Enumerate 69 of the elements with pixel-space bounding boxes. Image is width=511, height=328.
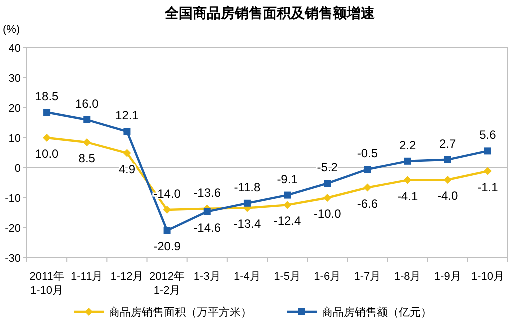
y-tick-label: 0 bbox=[14, 163, 21, 175]
x-tick-label: 1-10月 bbox=[471, 271, 504, 283]
x-tick-label: 1-5月 bbox=[274, 271, 301, 283]
data-label: -9.1 bbox=[277, 172, 298, 186]
data-label: -11.8 bbox=[234, 180, 262, 194]
point bbox=[284, 201, 292, 210]
point bbox=[244, 200, 251, 207]
point bbox=[164, 227, 171, 234]
x-tick-label: 1-3月 bbox=[194, 271, 221, 283]
data-label: 18.5 bbox=[35, 90, 60, 104]
point bbox=[364, 184, 372, 192]
point bbox=[123, 149, 132, 158]
legend-label: 商品房销售额（亿元） bbox=[322, 306, 432, 319]
data-label: -14.6 bbox=[194, 220, 222, 235]
point bbox=[404, 158, 412, 165]
y-tick-label: 30 bbox=[8, 73, 21, 85]
y-tick-label: 40 bbox=[8, 43, 21, 55]
point bbox=[284, 192, 292, 199]
data-label: -10.0 bbox=[314, 207, 342, 221]
point bbox=[124, 128, 131, 136]
point bbox=[324, 180, 332, 188]
y-tick-label: 20 bbox=[8, 103, 21, 115]
point bbox=[84, 116, 91, 124]
x-tick-label: 1-11月 bbox=[71, 271, 104, 283]
x-tick-label: 1-9月 bbox=[434, 271, 462, 283]
y-axis-title: (%) bbox=[3, 24, 20, 36]
data-label: -13.6 bbox=[194, 186, 222, 200]
x-tick-label: 1-8月 bbox=[394, 271, 422, 283]
data-label: -13.4 bbox=[234, 217, 262, 232]
point bbox=[444, 156, 452, 164]
point bbox=[163, 206, 172, 214]
point bbox=[484, 148, 492, 155]
point bbox=[404, 176, 412, 184]
data-label: -1.1 bbox=[478, 180, 499, 194]
data-label: -5.2 bbox=[317, 160, 338, 175]
data-label: 2.2 bbox=[399, 138, 416, 152]
y-tick-label: -30 bbox=[5, 253, 21, 265]
point bbox=[324, 194, 332, 202]
data-label: -20.9 bbox=[154, 240, 182, 254]
y-tick-label: -10 bbox=[5, 193, 21, 205]
legend-label: 商品房销售面积（万平方米） bbox=[109, 306, 252, 319]
data-label: 12.1 bbox=[116, 108, 140, 123]
x-tick-label: 1-12月 bbox=[110, 271, 144, 283]
chart-title: 全国商品房销售面积及销售额增速 bbox=[164, 5, 376, 21]
point bbox=[44, 109, 51, 116]
x-tick-label: 2012年 1-2月 bbox=[150, 271, 186, 297]
point bbox=[484, 167, 492, 176]
x-tick-label: 2011年 1-10月 bbox=[30, 271, 64, 297]
data-label: 8.5 bbox=[78, 152, 96, 166]
point bbox=[43, 134, 52, 142]
y-tick-label: 10 bbox=[8, 133, 21, 145]
data-label: 10.0 bbox=[35, 147, 60, 161]
data-label: 5.6 bbox=[480, 128, 497, 142]
x-tick-label: 1-6月 bbox=[314, 271, 342, 283]
point bbox=[364, 166, 372, 173]
point bbox=[444, 176, 452, 184]
data-label: 4.9 bbox=[118, 162, 136, 176]
x-tick-label: 1-4月 bbox=[234, 271, 261, 283]
data-label: -12.4 bbox=[274, 214, 302, 228]
y-tick-label: -20 bbox=[5, 223, 21, 235]
point bbox=[204, 208, 211, 216]
data-label: 2.7 bbox=[440, 136, 457, 151]
data-label: -4.0 bbox=[438, 189, 459, 203]
data-label: -0.5 bbox=[357, 146, 378, 160]
point bbox=[83, 138, 92, 146]
data-label: -4.1 bbox=[397, 189, 418, 204]
data-label: 16.0 bbox=[75, 97, 100, 111]
data-label: -6.6 bbox=[357, 196, 378, 211]
x-tick-label: 1-7月 bbox=[354, 271, 382, 283]
